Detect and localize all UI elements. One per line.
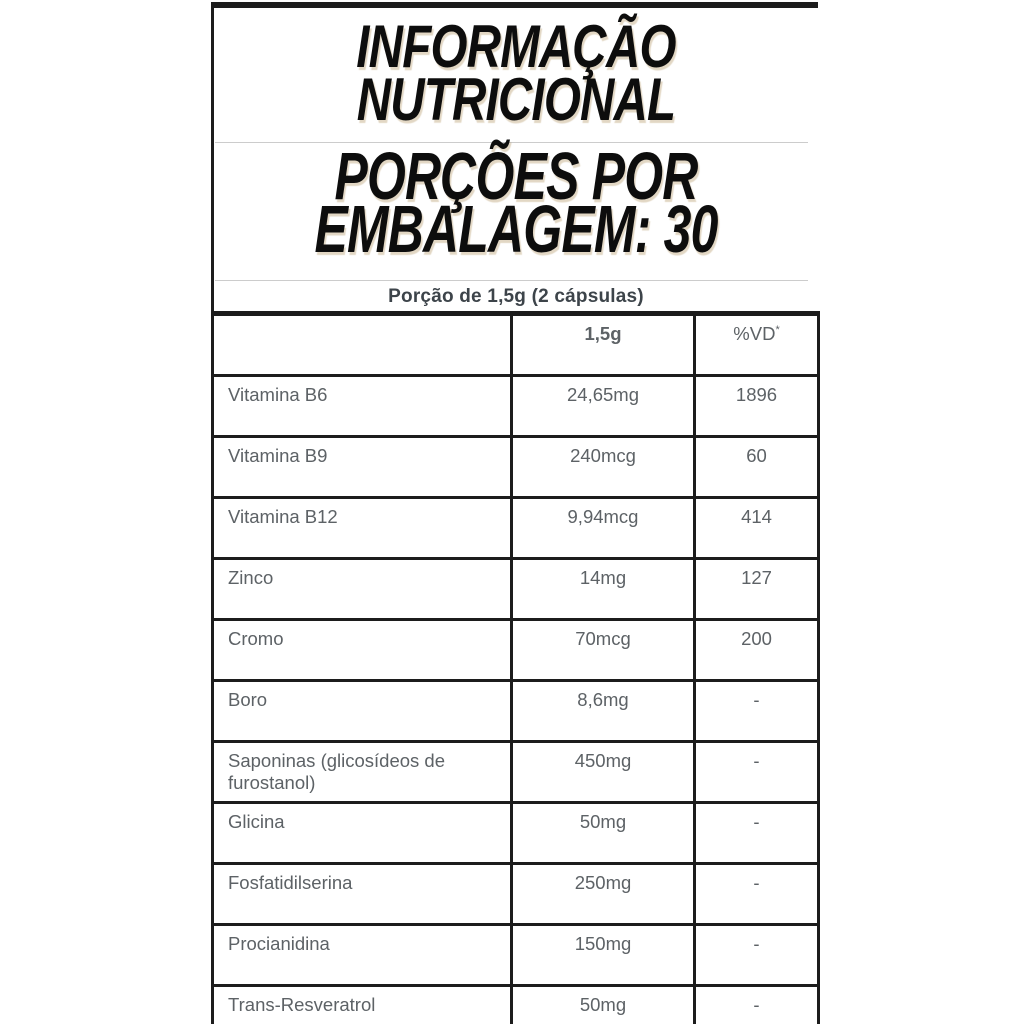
cell-amount: 8,6mg bbox=[510, 679, 696, 743]
cell-amount: 9,94mcg bbox=[510, 496, 696, 560]
vd-asterisk: * bbox=[775, 323, 780, 336]
cell-amount: 24,65mg bbox=[510, 374, 696, 438]
nutrition-table: 1,5g %VD* Vitamina B6 24,65mg 1896 Vitamina… bbox=[211, 311, 820, 1024]
cell-vd: - bbox=[693, 679, 820, 743]
label-title: INFORMAÇÃO NUTRICIONAL bbox=[214, 12, 818, 134]
cell-amount: 240mcg bbox=[510, 435, 696, 499]
nutrition-label: INFORMAÇÃO NUTRICIONAL PORÇÕES POR EMBAL… bbox=[211, 2, 820, 1024]
servings-line-2: EMBALAGEM: 30 bbox=[314, 191, 718, 267]
cell-amount: 14mg bbox=[510, 557, 696, 621]
cell-name: Boro bbox=[211, 679, 513, 743]
cell-name: Cromo bbox=[211, 618, 513, 682]
cell-vd: - bbox=[693, 984, 820, 1024]
table-row: Fosfatidilserina 250mg - bbox=[211, 862, 820, 926]
cell-name: Zinco bbox=[211, 557, 513, 621]
header-vd-label: %VD bbox=[733, 323, 776, 344]
header-vd: %VD* bbox=[693, 311, 820, 377]
cell-amount: 50mg bbox=[510, 801, 696, 865]
cell-vd: 200 bbox=[693, 618, 820, 682]
cell-name: Saponinas (glicosídeos de furostanol) bbox=[211, 740, 513, 804]
servings-line-1: PORÇÕES POR bbox=[334, 138, 698, 214]
nutrition-table-body: Vitamina B6 24,65mg 1896 Vitamina B9 240mcg 6… bbox=[211, 374, 820, 1024]
table-row: Zinco 14mg 127 bbox=[211, 557, 820, 621]
servings-heading: PORÇÕES POR EMBALAGEM: 30 bbox=[214, 138, 818, 267]
table-row: Glicina 50mg - bbox=[211, 801, 820, 865]
table-row: Trans-Resveratrol 50mg - bbox=[211, 984, 820, 1024]
cell-vd: - bbox=[693, 801, 820, 865]
cell-vd: - bbox=[693, 862, 820, 926]
table-row: Vitamina B6 24,65mg 1896 bbox=[211, 374, 820, 438]
cell-name: Glicina bbox=[211, 801, 513, 865]
table-row: Vitamina B12 9,94mcg 414 bbox=[211, 496, 820, 560]
header-empty bbox=[211, 311, 513, 377]
cell-vd: 127 bbox=[693, 557, 820, 621]
cell-vd: 1896 bbox=[693, 374, 820, 438]
table-row: Procianidina 150mg - bbox=[211, 923, 820, 987]
cell-name: Trans-Resveratrol bbox=[211, 984, 513, 1024]
cell-amount: 50mg bbox=[510, 984, 696, 1024]
table-row: Saponinas (glicosídeos de furostanol) 450… bbox=[211, 740, 820, 804]
table-header-row: 1,5g %VD* bbox=[211, 311, 820, 377]
title-line-2: NUTRICIONAL bbox=[356, 65, 676, 134]
cell-vd: 60 bbox=[693, 435, 820, 499]
serving-size-text: Porção de 1,5g (2 cápsulas) bbox=[388, 286, 644, 307]
cell-amount: 70mcg bbox=[510, 618, 696, 682]
cell-name: Vitamina B12 bbox=[211, 496, 513, 560]
cell-amount: 150mg bbox=[510, 923, 696, 987]
cell-vd: - bbox=[693, 923, 820, 987]
cell-name: Vitamina B9 bbox=[211, 435, 513, 499]
title-line-1: INFORMAÇÃO bbox=[356, 12, 676, 81]
table-row: Vitamina B9 240mcg 60 bbox=[211, 435, 820, 499]
table-row: Cromo 70mcg 200 bbox=[211, 618, 820, 682]
header-amount: 1,5g bbox=[510, 311, 696, 377]
cell-vd: - bbox=[693, 740, 820, 804]
cell-amount: 250mg bbox=[510, 862, 696, 926]
divider-line bbox=[215, 142, 808, 143]
cell-name: Fosfatidilserina bbox=[211, 862, 513, 926]
cell-name: Vitamina B6 bbox=[211, 374, 513, 438]
cell-amount: 450mg bbox=[510, 740, 696, 804]
table-row: Boro 8,6mg - bbox=[211, 679, 820, 743]
divider-line bbox=[215, 280, 808, 281]
cell-name: Procianidina bbox=[211, 923, 513, 987]
cell-vd: 414 bbox=[693, 496, 820, 560]
